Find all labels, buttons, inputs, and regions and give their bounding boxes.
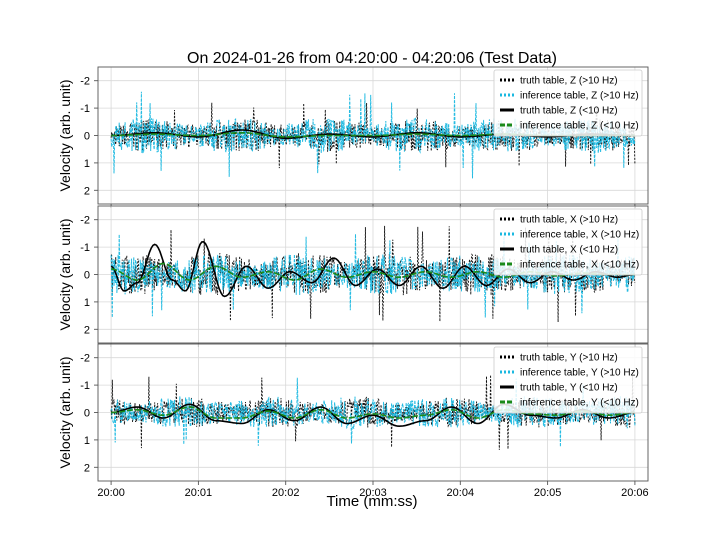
x-tick-label: 20:03 (359, 487, 387, 499)
y-axis-label: Velocity (arb. unit) (57, 356, 73, 468)
legend: truth table, Y (>10 Hz) inference table, … (493, 346, 643, 414)
y-tick-label: 0 (84, 408, 90, 420)
legend-box (493, 69, 643, 137)
x-tick-label: 20:01 (185, 487, 213, 499)
y-tick-label: 1 (84, 435, 90, 447)
legend-label: truth table, Z (>10 Hz) (520, 76, 618, 87)
y-tick-label: -1 (80, 103, 90, 115)
y-tick-label: 0 (84, 131, 90, 143)
legend-label: inference table, X (<10 Hz) (520, 260, 639, 271)
x-tick-label: 20:02 (272, 487, 300, 499)
chart-title: On 2024-01-26 from 04:20:00 - 04:20:06 (… (187, 50, 557, 67)
y-tick-label: -1 (80, 242, 90, 254)
legend-label: truth table, X (>10 Hz) (520, 215, 618, 226)
legend-label: truth table, Y (>10 Hz) (520, 353, 618, 364)
legend-label: truth table, Y (<10 Hz) (520, 383, 618, 394)
legend: truth table, X (>10 Hz) inference table, … (493, 208, 643, 276)
y-axis-label: Velocity (arb. unit) (57, 79, 73, 191)
y-tick-label: 2 (84, 324, 90, 336)
legend-box (493, 346, 643, 414)
x-tick-label: 20:05 (534, 487, 562, 499)
series-line-truth-low (111, 403, 635, 428)
y-tick-label: -1 (80, 380, 90, 392)
y-tick-label: 1 (84, 158, 90, 170)
y-tick-label: 2 (84, 462, 90, 474)
legend-label: inference table, Y (>10 Hz) (520, 368, 639, 379)
y-tick-label: 1 (84, 297, 90, 309)
y-tick-label: 2 (84, 185, 90, 197)
legend-label: inference table, Y (<10 Hz) (520, 398, 639, 409)
y-tick-label: 0 (84, 270, 90, 282)
panel-x: -2 -1 0 1 2 Velocity (arb. unit) truth table, … (57, 205, 649, 347)
plot-area (110, 225, 636, 323)
x-tick-label: 20:00 (97, 487, 125, 499)
legend: truth table, Z (>10 Hz) inference table, … (493, 69, 643, 137)
series-line-inference-high (110, 91, 636, 179)
series-line-truth-high (110, 225, 636, 323)
series-line-inference-low (111, 406, 635, 419)
legend-label: inference table, X (>10 Hz) (520, 230, 639, 241)
y-tick-label: -2 (80, 76, 90, 88)
legend-box (493, 208, 643, 276)
panel-y: -2 -1 0 1 2 Velocity (arb. unit) truth table, … (57, 343, 649, 485)
y-tick-label: -2 (80, 215, 90, 227)
y-tick-label: -2 (80, 353, 90, 365)
y-axis-label: Velocity (arb. unit) (57, 218, 73, 330)
panels-group: -2 -1 0 1 2 Velocity (arb. unit) truth table, … (57, 66, 649, 499)
x-tick-label: 20:06 (621, 487, 649, 499)
series-line-truth-low (111, 129, 635, 139)
x-axis-label: Time (mm:ss) (326, 493, 417, 510)
legend-label: truth table, X (<10 Hz) (520, 245, 618, 256)
legend-label: inference table, Z (<10 Hz) (520, 121, 639, 132)
legend-label: truth table, Z (<10 Hz) (520, 106, 618, 117)
panel-z: -2 -1 0 1 2 Velocity (arb. unit) truth table, … (57, 66, 649, 208)
x-tick-label: 20:04 (447, 487, 475, 499)
legend-label: inference table, Z (>10 Hz) (520, 91, 639, 102)
